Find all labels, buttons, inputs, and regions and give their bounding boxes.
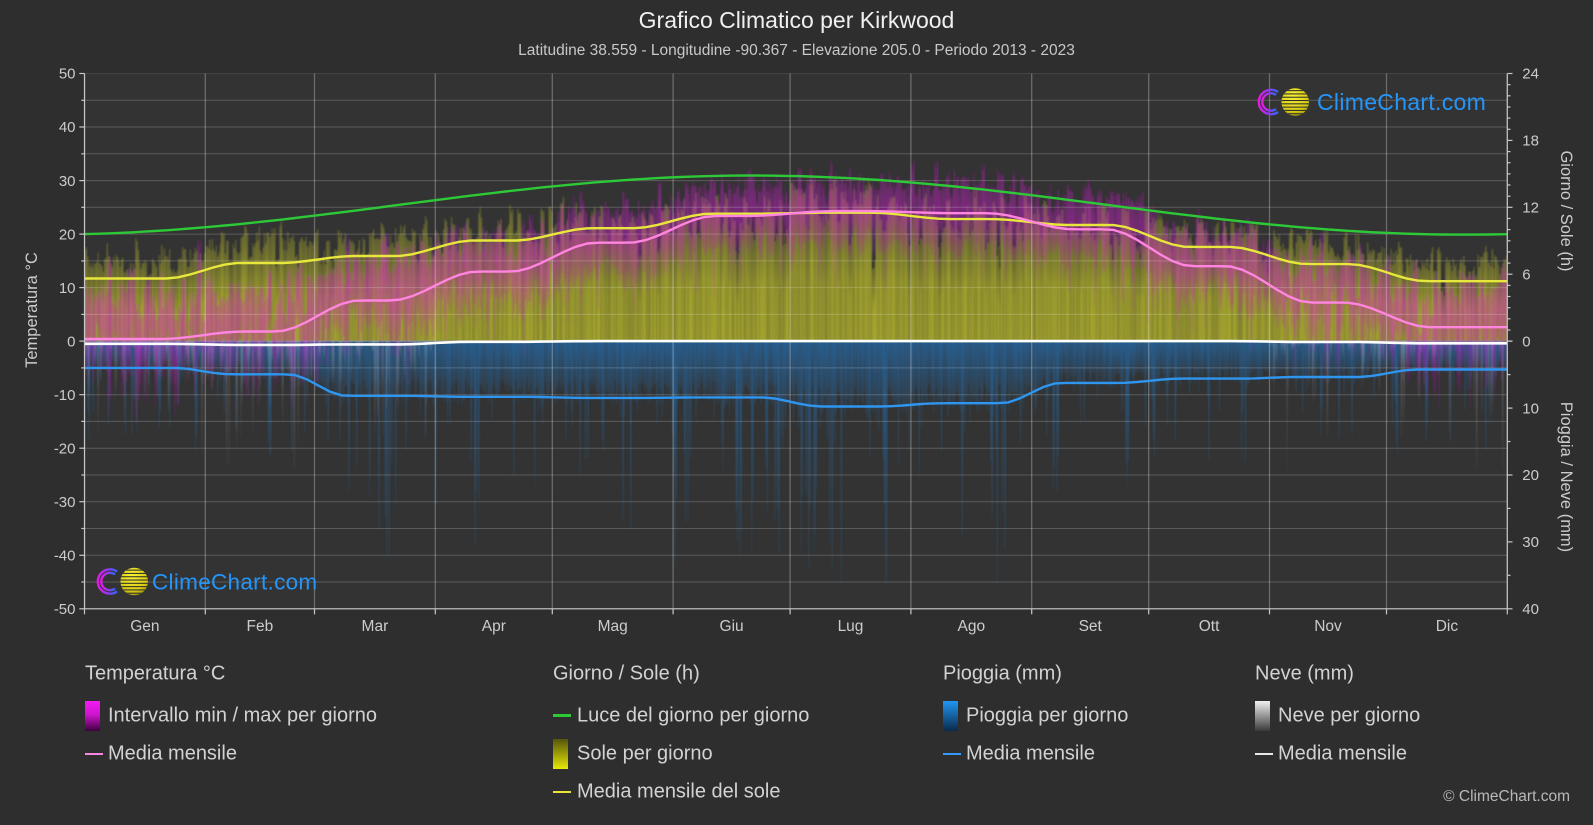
svg-text:20: 20 <box>1522 467 1539 484</box>
svg-text:40: 40 <box>1522 601 1539 618</box>
svg-text:-50: -50 <box>54 601 76 618</box>
svg-text:Feb: Feb <box>247 618 274 635</box>
svg-text:Pioggia / Neve (mm): Pioggia / Neve (mm) <box>1557 402 1575 552</box>
svg-text:Giorno / Sole (h): Giorno / Sole (h) <box>1557 150 1575 271</box>
svg-text:ClimeChart.com: ClimeChart.com <box>152 570 317 595</box>
svg-text:6: 6 <box>1522 266 1530 283</box>
svg-text:Ago: Ago <box>958 618 986 635</box>
svg-text:-10: -10 <box>54 387 76 404</box>
svg-text:50: 50 <box>59 66 76 83</box>
svg-text:12: 12 <box>1522 200 1539 217</box>
svg-text:Lug: Lug <box>838 618 864 635</box>
svg-text:-20: -20 <box>54 440 76 457</box>
svg-text:10: 10 <box>1522 400 1539 417</box>
svg-text:Mar: Mar <box>362 618 389 635</box>
svg-text:10: 10 <box>59 280 76 297</box>
svg-text:Giu: Giu <box>720 618 744 635</box>
svg-text:24: 24 <box>1522 66 1539 83</box>
svg-text:18: 18 <box>1522 133 1539 150</box>
svg-text:ClimeChart.com: ClimeChart.com <box>1317 89 1486 115</box>
svg-text:Apr: Apr <box>482 618 506 635</box>
svg-text:Gen: Gen <box>130 618 159 635</box>
svg-text:0: 0 <box>1522 333 1530 350</box>
svg-text:0: 0 <box>67 333 75 350</box>
svg-text:30: 30 <box>59 173 76 190</box>
svg-text:-40: -40 <box>54 548 76 565</box>
svg-text:-30: -30 <box>54 494 76 511</box>
svg-text:20: 20 <box>59 226 76 243</box>
svg-text:Dic: Dic <box>1436 618 1459 635</box>
svg-text:Nov: Nov <box>1314 618 1342 635</box>
svg-text:Mag: Mag <box>598 618 628 635</box>
svg-text:Set: Set <box>1079 618 1103 635</box>
svg-text:Ott: Ott <box>1199 618 1220 635</box>
svg-text:30: 30 <box>1522 534 1539 551</box>
svg-text:40: 40 <box>59 119 76 136</box>
svg-text:Temperatura °C: Temperatura °C <box>23 252 41 368</box>
